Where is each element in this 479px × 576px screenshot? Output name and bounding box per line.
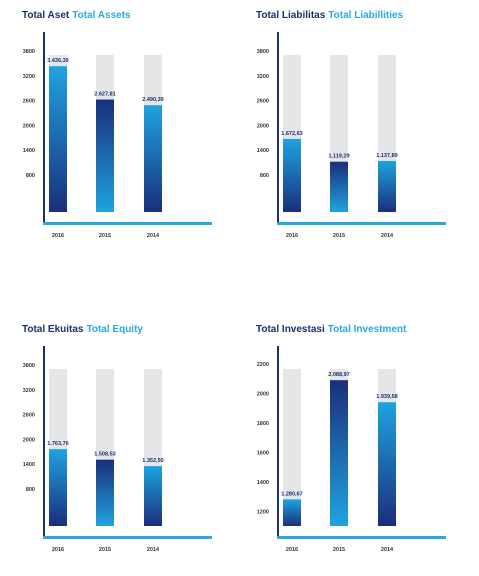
y-tick-label: 800 [26,487,35,493]
chart-title: Total Liabilitas Total Liabillities [256,10,403,21]
y-tick-label: 800 [260,173,269,179]
chart-title: Total Investasi Total Investment [256,324,406,335]
y-tick-label: 3800 [23,49,35,55]
y-tick-label: 1400 [257,148,269,154]
bar-2016 [283,499,301,526]
y-tick-label: 2000 [23,437,35,443]
chart-title: Total Ekuitas Total Equity [22,324,143,335]
y-tick-label: 3200 [23,388,35,394]
data-label-2016: 3.436,39 [47,58,68,64]
y-tick-label: 1800 [257,421,269,427]
x-tick-label-2014: 2014 [381,547,394,553]
bar-2016 [49,66,67,212]
bar-2015 [330,380,348,526]
bar-2016 [283,138,301,212]
data-label-2016: 1.672,63 [281,131,302,137]
x-tick-label-2014: 2014 [147,233,160,239]
x-tick-label-2016: 2016 [52,547,64,553]
bar-2014 [144,466,162,526]
y-axis-line [43,346,45,537]
x-tick-label-2015: 2015 [333,233,345,239]
bar-2016 [49,449,67,526]
total-assets-bar-chart: 800 1400 2000 2600 3200 3800 3.436,39 2016 2.627… [23,32,212,239]
chart-title-indonesian: Total Liabilitas [256,10,326,21]
x-tick-label-2016: 2016 [286,547,298,553]
y-tick-label: 3800 [23,363,35,369]
total-liabilities-bar-chart: 800 1400 2000 2600 3200 3800 1.672,63 2016 1.119… [257,32,446,239]
data-label-2014: 1.352,50 [142,458,163,464]
chart-title-indonesian: Total Investasi [256,324,325,335]
data-label-2014: 2.490,39 [142,97,163,103]
y-tick-label: 3200 [257,74,269,80]
data-label-2015: 2.088,97 [328,372,349,378]
bar-background-track [283,369,301,526]
y-tick-label: 3200 [23,74,35,80]
data-label-2015: 1.508,53 [94,452,115,458]
chart-panel-total-investment: Total Investasi Total Investment 1200 1400… [252,314,467,564]
y-tick-label: 1200 [257,509,269,515]
bar-2014 [378,402,396,526]
chart-title: Total Aset Total Assets [22,10,131,21]
bar-2014 [144,105,162,212]
bar-2015 [96,459,114,526]
y-tick-label: 1400 [23,462,35,468]
y-tick-label: 2600 [23,99,35,105]
y-tick-label: 2600 [257,99,269,105]
x-tick-label-2016: 2016 [286,233,298,239]
x-axis-line [43,536,212,539]
bar-2015 [96,99,114,212]
x-tick-label-2015: 2015 [333,547,345,553]
chart-panel-total-equity: Total Ekuitas Total Equity 800 1400 2000 260… [18,314,233,564]
bar-2014 [378,160,396,212]
y-tick-label: 1400 [257,480,269,486]
y-tick-label: 3800 [257,49,269,55]
y-tick-label: 2000 [23,123,35,129]
chart-title-indonesian: Total Ekuitas [22,324,84,335]
y-tick-label: 2000 [257,391,269,397]
data-label-2016: 1.280,67 [281,491,302,497]
x-tick-label-2014: 2014 [381,233,394,239]
x-tick-label-2015: 2015 [99,233,111,239]
y-tick-label: 800 [26,173,35,179]
total-equity-bar-chart: 800 1400 2000 2600 3200 3800 1.763,76 2016 1.508… [23,346,212,553]
y-tick-label: 1600 [257,450,269,456]
y-tick-label: 2200 [257,362,269,368]
bar-2015 [330,161,348,212]
y-tick-label: 2600 [23,413,35,419]
y-axis-line [43,32,45,223]
data-label-2016: 1.763,76 [47,441,68,447]
y-axis-line [277,32,279,223]
chart-title-indonesian: Total Aset [22,10,70,21]
x-tick-label-2016: 2016 [52,233,64,239]
chart-title-english: Total Equity [86,324,143,335]
chart-title-english: Total Investment [327,324,407,335]
total-investment-bar-chart: 1200 1400 1600 1800 2000 2200 1.280,67 2016 2.08… [257,346,446,553]
chart-panel-total-liabilities: Total Liabilitas Total Liabillities 800 14… [252,0,467,250]
chart-title-english: Total Assets [72,10,131,21]
chart-title-english: Total Liabillities [328,10,404,21]
x-tick-label-2014: 2014 [147,547,160,553]
x-axis-line [277,536,446,539]
chart-panel-total-assets: Total Aset Total Assets 800 1400 2000 2600 32… [18,0,233,250]
x-tick-label-2015: 2015 [99,547,111,553]
data-label-2015: 1.119,29 [328,154,349,160]
y-axis-line [277,346,279,537]
y-tick-label: 2000 [257,123,269,129]
data-label-2014: 1.939,58 [376,394,397,400]
data-label-2014: 1.137,89 [376,153,397,159]
x-axis-line [43,222,212,225]
data-label-2015: 2.627,81 [94,92,115,98]
y-tick-label: 1400 [23,148,35,154]
x-axis-line [277,222,446,225]
